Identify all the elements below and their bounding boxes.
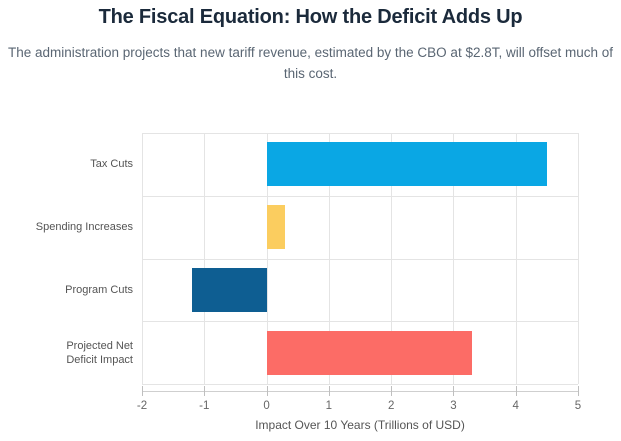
- gridline-horizontal: [142, 384, 578, 385]
- tick-mark: [578, 386, 579, 396]
- bar-tax-cuts[interactable]: [266, 142, 547, 187]
- bar-program-cuts[interactable]: [191, 267, 267, 312]
- tick-label: 5: [574, 400, 582, 412]
- tick-mark: [204, 386, 206, 396]
- tick-label: 4: [512, 400, 519, 412]
- tick-label: -2: [136, 400, 148, 412]
- tick-label: 1: [325, 400, 333, 412]
- gridline-horizontal: [142, 321, 578, 323]
- tick-mark: [328, 386, 330, 396]
- category-label-line: Deficit Impact: [66, 353, 133, 366]
- category-label-line: Spending Increases: [35, 221, 133, 234]
- category-label-tax-cuts: Tax Cuts: [90, 157, 133, 171]
- category-label-line: Tax Cuts: [90, 158, 133, 171]
- category-label-spending-increases: Spending Increases: [36, 220, 133, 234]
- tick-mark: [453, 386, 455, 396]
- chart-title: The Fiscal Equation: How the Deficit Add…: [98, 6, 523, 28]
- tick-mark: [391, 386, 393, 396]
- y-axis-labels: Tax Cuts Spending Increases Program Cuts Pr…: [0, 133, 133, 384]
- bar-chart: Tax Cuts Spending Increases Program Cuts Pr…: [0, 121, 621, 441]
- bar-projected-net-deficit-impact[interactable]: [266, 330, 473, 375]
- gridline-horizontal: [142, 195, 578, 197]
- x-axis-title: Impact Over 10 Years (Trillions of USD): [255, 418, 465, 432]
- tick-mark: [515, 386, 517, 396]
- category-label-line: Program Cuts: [65, 283, 133, 296]
- tick-label: 0: [263, 400, 270, 412]
- bar-spending-increases[interactable]: [266, 205, 286, 250]
- tick-mark: [266, 386, 268, 396]
- category-label-line: Projected Net: [66, 339, 133, 352]
- tick-label: 3: [450, 400, 457, 412]
- tick-label: -1: [199, 400, 210, 412]
- x-axis-line: [142, 391, 579, 392]
- plot-area: [142, 133, 579, 385]
- category-label-program-cuts: Program Cuts: [65, 283, 133, 297]
- gridline-horizontal: [142, 133, 578, 134]
- gridline-horizontal: [142, 258, 578, 260]
- category-label-projected-net-deficit-impact: Projected Net Deficit Impact: [66, 339, 133, 367]
- gridline-vertical: [578, 133, 579, 384]
- tick-mark: [142, 386, 143, 396]
- chart-subtitle: The administration projects that new tar…: [7, 45, 614, 81]
- tick-label: 2: [387, 400, 395, 412]
- x-axis: -2 -1 0 1 2 3 4 5: [137, 384, 582, 417]
